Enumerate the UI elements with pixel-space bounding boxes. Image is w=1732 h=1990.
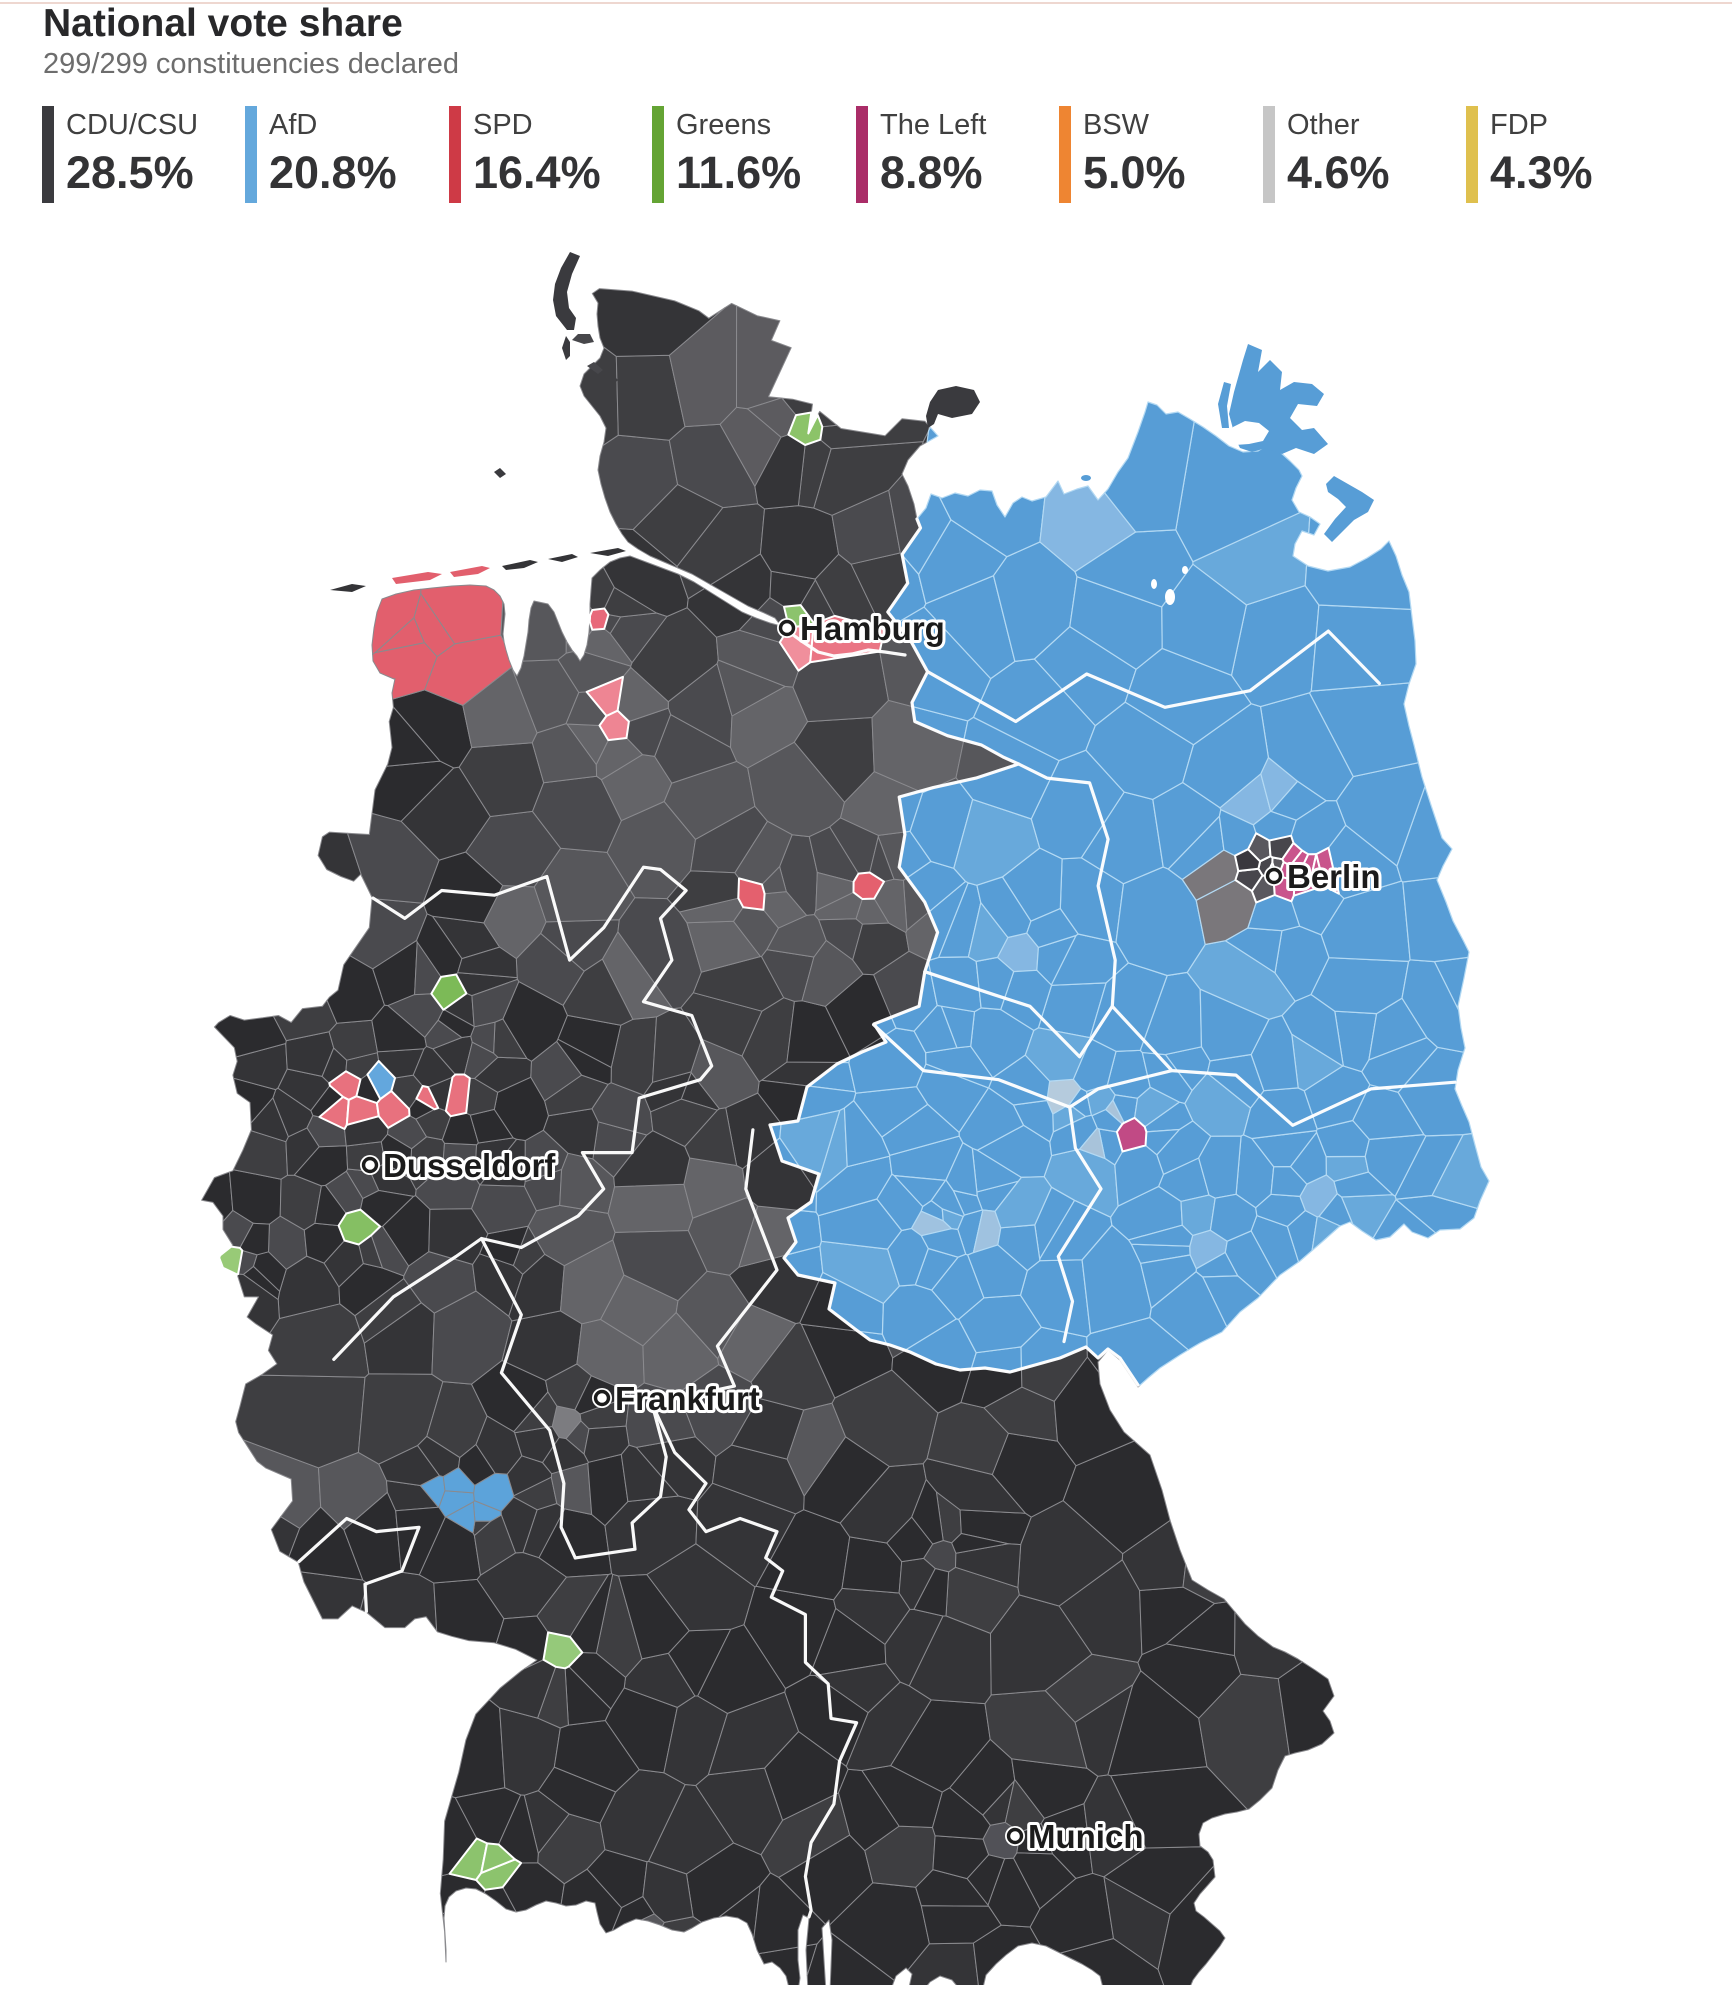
svg-text:Frankfurt: Frankfurt [615, 1380, 760, 1417]
svg-text:Berlin: Berlin [1287, 858, 1381, 895]
svg-text:Munich: Munich [1028, 1818, 1143, 1855]
svg-text:Hamburg: Hamburg [800, 610, 945, 647]
svg-text:Dusseldorf: Dusseldorf [383, 1147, 556, 1184]
